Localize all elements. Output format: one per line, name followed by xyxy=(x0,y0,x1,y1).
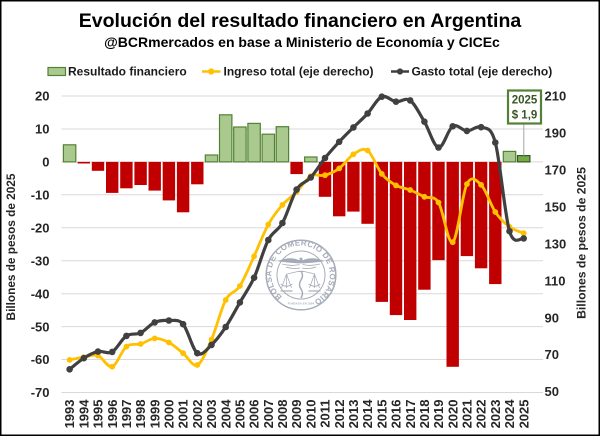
svg-text:2014: 2014 xyxy=(360,399,375,429)
svg-text:@BCRmercados en base a Ministe: @BCRmercados en base a Ministerio de Eco… xyxy=(104,34,500,50)
svg-text:2000: 2000 xyxy=(162,400,177,429)
svg-text:190: 190 xyxy=(545,126,567,141)
svg-text:2004: 2004 xyxy=(218,399,233,429)
svg-text:FUNDADA EN 1884: FUNDADA EN 1884 xyxy=(288,302,315,306)
svg-text:150: 150 xyxy=(545,200,567,215)
svg-text:$ 1,9: $ 1,9 xyxy=(512,110,538,122)
svg-text:-60: -60 xyxy=(31,352,50,367)
svg-text:2021: 2021 xyxy=(460,400,475,429)
svg-text:2025: 2025 xyxy=(512,95,538,107)
svg-text:Gasto total (eje derecho): Gasto total (eje derecho) xyxy=(412,65,553,79)
svg-text:2006: 2006 xyxy=(247,400,262,429)
svg-text:2007: 2007 xyxy=(261,400,276,429)
svg-text:2023: 2023 xyxy=(488,400,503,429)
svg-text:2013: 2013 xyxy=(346,400,361,429)
svg-text:-30: -30 xyxy=(31,253,50,268)
svg-text:2003: 2003 xyxy=(204,400,219,429)
svg-text:1995: 1995 xyxy=(91,400,106,429)
svg-text:170: 170 xyxy=(545,163,567,178)
svg-text:Billones de pesos de 2025: Billones de pesos de 2025 xyxy=(575,167,589,319)
svg-text:2002: 2002 xyxy=(190,400,205,429)
svg-text:2012: 2012 xyxy=(332,400,347,429)
svg-text:20: 20 xyxy=(35,89,49,104)
svg-text:-10: -10 xyxy=(31,188,50,203)
svg-text:2016: 2016 xyxy=(389,400,404,429)
svg-text:1993: 1993 xyxy=(62,400,77,429)
svg-text:Resultado financiero: Resultado financiero xyxy=(68,65,187,79)
svg-text:-50: -50 xyxy=(31,319,50,334)
svg-text:70: 70 xyxy=(545,347,559,362)
svg-text:2017: 2017 xyxy=(403,400,418,429)
svg-text:1996: 1996 xyxy=(105,400,120,429)
svg-text:1997: 1997 xyxy=(119,400,134,429)
svg-text:90: 90 xyxy=(545,310,559,325)
svg-text:2022: 2022 xyxy=(474,400,489,429)
svg-text:130: 130 xyxy=(545,236,567,251)
svg-text:0: 0 xyxy=(42,155,49,170)
svg-text:2005: 2005 xyxy=(233,400,248,429)
svg-text:-70: -70 xyxy=(31,385,50,400)
svg-text:Evolución del resultado financ: Evolución del resultado financiero en Ar… xyxy=(79,10,522,32)
svg-text:1999: 1999 xyxy=(147,400,162,429)
svg-text:210: 210 xyxy=(545,89,567,104)
svg-text:2025: 2025 xyxy=(516,400,531,429)
svg-text:2015: 2015 xyxy=(374,400,389,429)
svg-text:Ingreso total (eje derecho): Ingreso total (eje derecho) xyxy=(224,65,374,79)
svg-text:1998: 1998 xyxy=(133,400,148,429)
svg-text:2001: 2001 xyxy=(176,400,191,429)
svg-text:Billones de pesos de 2025: Billones de pesos de 2025 xyxy=(4,173,18,320)
svg-text:2019: 2019 xyxy=(431,400,446,429)
svg-text:2008: 2008 xyxy=(275,400,290,429)
svg-text:2024: 2024 xyxy=(502,399,517,429)
svg-text:-40: -40 xyxy=(31,286,50,301)
svg-text:2018: 2018 xyxy=(417,400,432,429)
svg-text:2011: 2011 xyxy=(318,400,333,428)
svg-text:-20: -20 xyxy=(31,221,50,236)
svg-text:1994: 1994 xyxy=(76,399,91,429)
svg-text:10: 10 xyxy=(35,122,49,137)
svg-text:2020: 2020 xyxy=(445,400,460,429)
svg-text:2009: 2009 xyxy=(289,400,304,429)
svg-text:2010: 2010 xyxy=(303,400,318,429)
svg-text:110: 110 xyxy=(545,273,566,288)
svg-text:50: 50 xyxy=(545,384,559,399)
